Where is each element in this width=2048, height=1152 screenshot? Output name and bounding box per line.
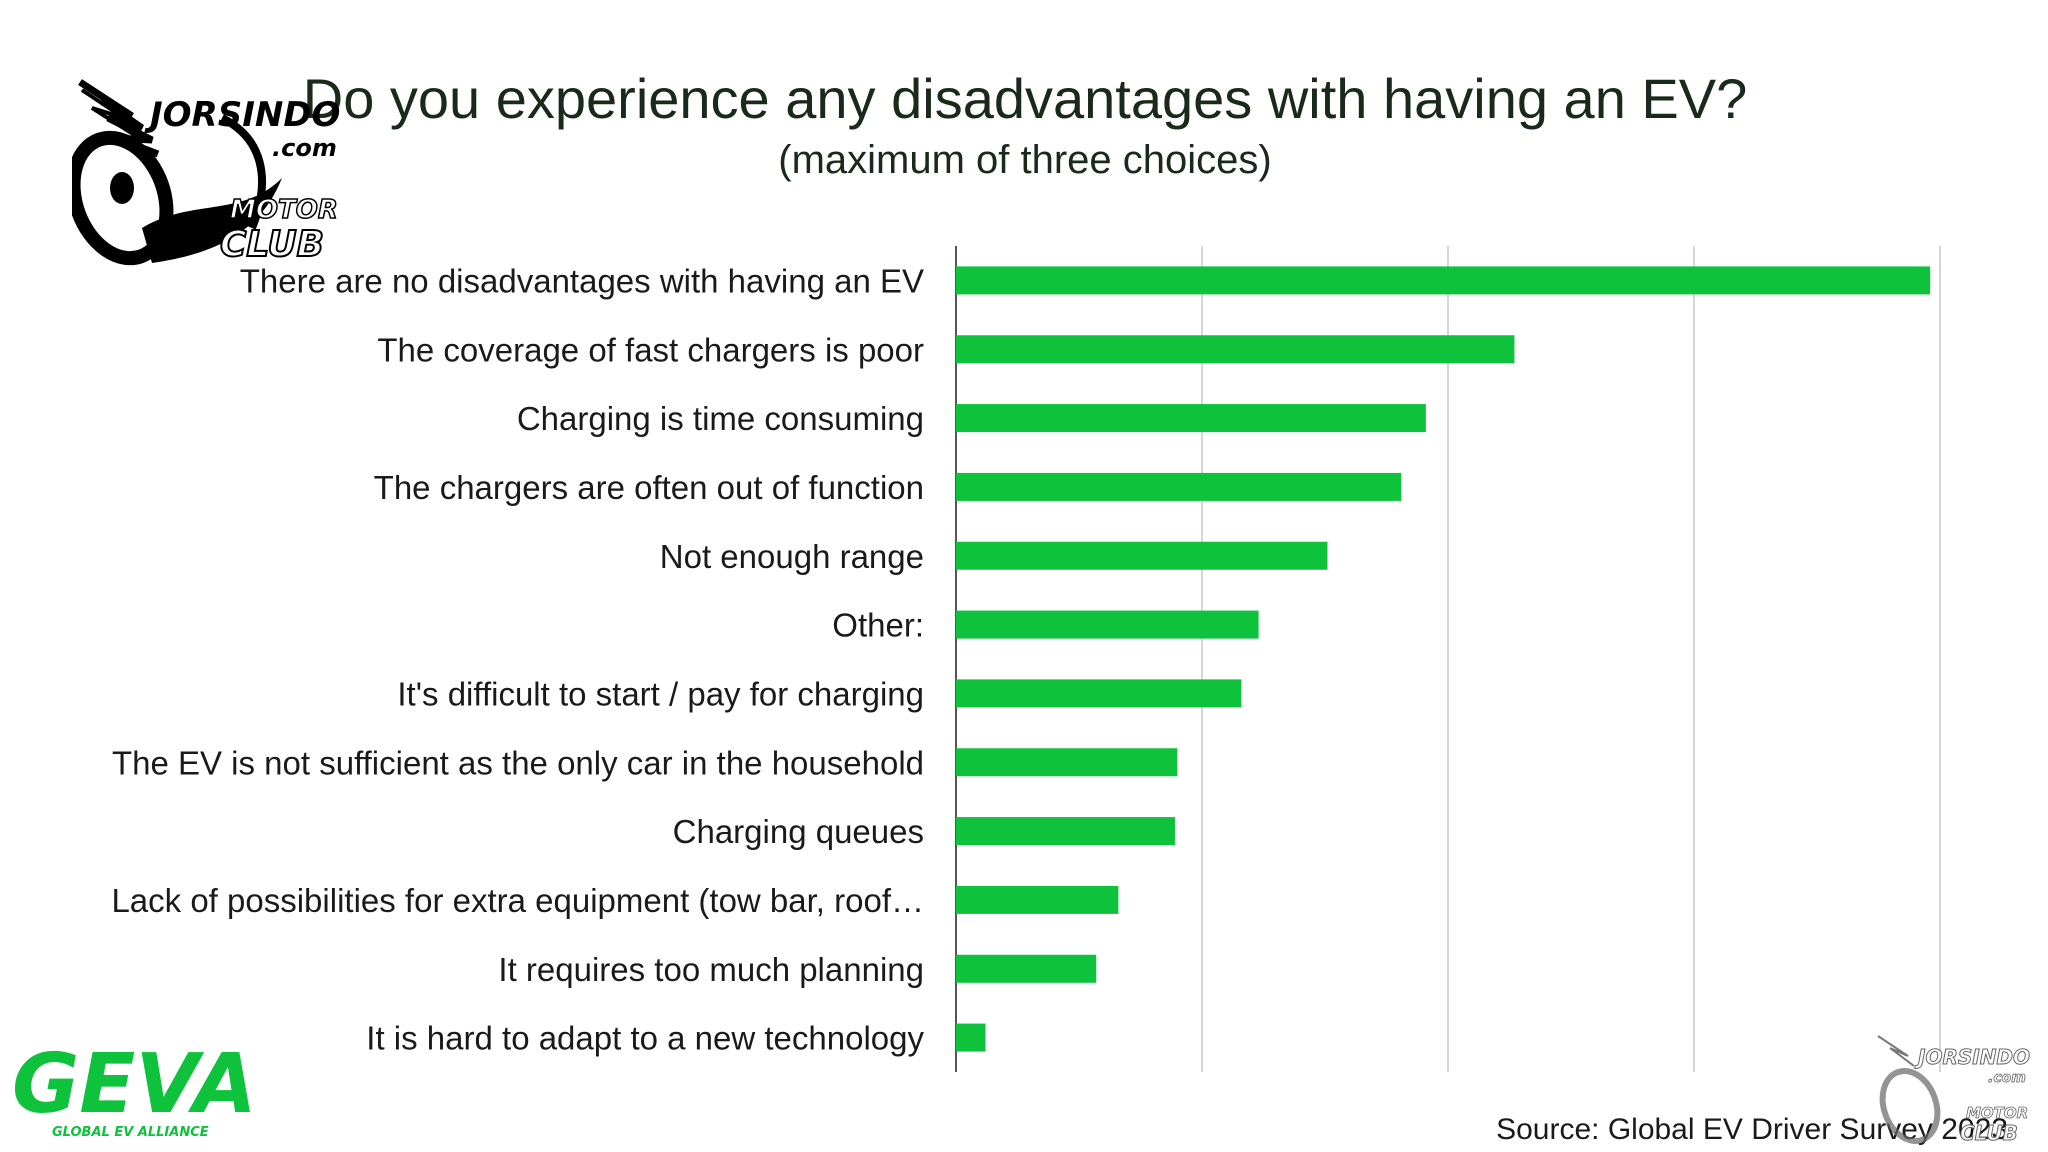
bar <box>956 954 1097 983</box>
bar <box>956 610 1259 639</box>
svg-text:.com: .com <box>1988 1070 2026 1086</box>
category-label: The coverage of fast chargers is poor <box>377 331 924 368</box>
category-label: It is hard to adapt to a new technology <box>366 1020 924 1057</box>
jorsindo-logo-top: JORSINDO .com MOTOR CLUB <box>72 79 340 266</box>
bar <box>956 404 1426 433</box>
jorsindo-logo-bottom: JORSINDO .com MOTOR CLUB <box>1876 1033 2031 1146</box>
svg-text:GEVA: GEVA <box>12 1040 250 1132</box>
category-label: There are no disadvantages with having a… <box>240 262 924 299</box>
svg-text:CLUB: CLUB <box>1960 1121 2018 1145</box>
svg-text:JORSINDO: JORSINDO <box>144 95 340 135</box>
category-label: Charging queues <box>673 813 924 850</box>
bar <box>956 748 1178 777</box>
category-label: Not enough range <box>660 538 924 575</box>
bar <box>956 1023 986 1052</box>
svg-text:JORSINDO: JORSINDO <box>1914 1045 2030 1069</box>
svg-text:CLUB: CLUB <box>220 224 324 265</box>
bar <box>956 472 1402 501</box>
bar <box>956 266 1931 295</box>
bar <box>956 679 1242 708</box>
chart-title: Do you experience any disadvantages with… <box>302 67 1748 130</box>
svg-text:.com: .com <box>272 134 337 162</box>
category-label: The EV is not sufficient as the only car… <box>112 744 924 781</box>
svg-text:GLOBAL EV ALLIANCE: GLOBAL EV ALLIANCE <box>52 1125 209 1140</box>
category-label: It's difficult to start / pay for chargi… <box>397 675 924 712</box>
chart-subtitle: (maximum of three choices) <box>778 138 1272 182</box>
category-label: Other: <box>832 607 924 644</box>
bar <box>956 541 1328 570</box>
svg-text:MOTOR: MOTOR <box>1966 1104 2028 1122</box>
category-label: It requires too much planning <box>498 951 924 988</box>
bar <box>956 335 1515 364</box>
category-label: The chargers are often out of function <box>374 469 924 506</box>
geva-logo: GEVA GLOBAL EV ALLIANCE <box>12 1040 250 1140</box>
svg-text:MOTOR: MOTOR <box>230 195 338 225</box>
category-label: Lack of possibilities for extra equipmen… <box>111 882 924 919</box>
category-label: Charging is time consuming <box>517 400 924 437</box>
bar <box>956 817 1175 846</box>
bar <box>956 885 1119 914</box>
